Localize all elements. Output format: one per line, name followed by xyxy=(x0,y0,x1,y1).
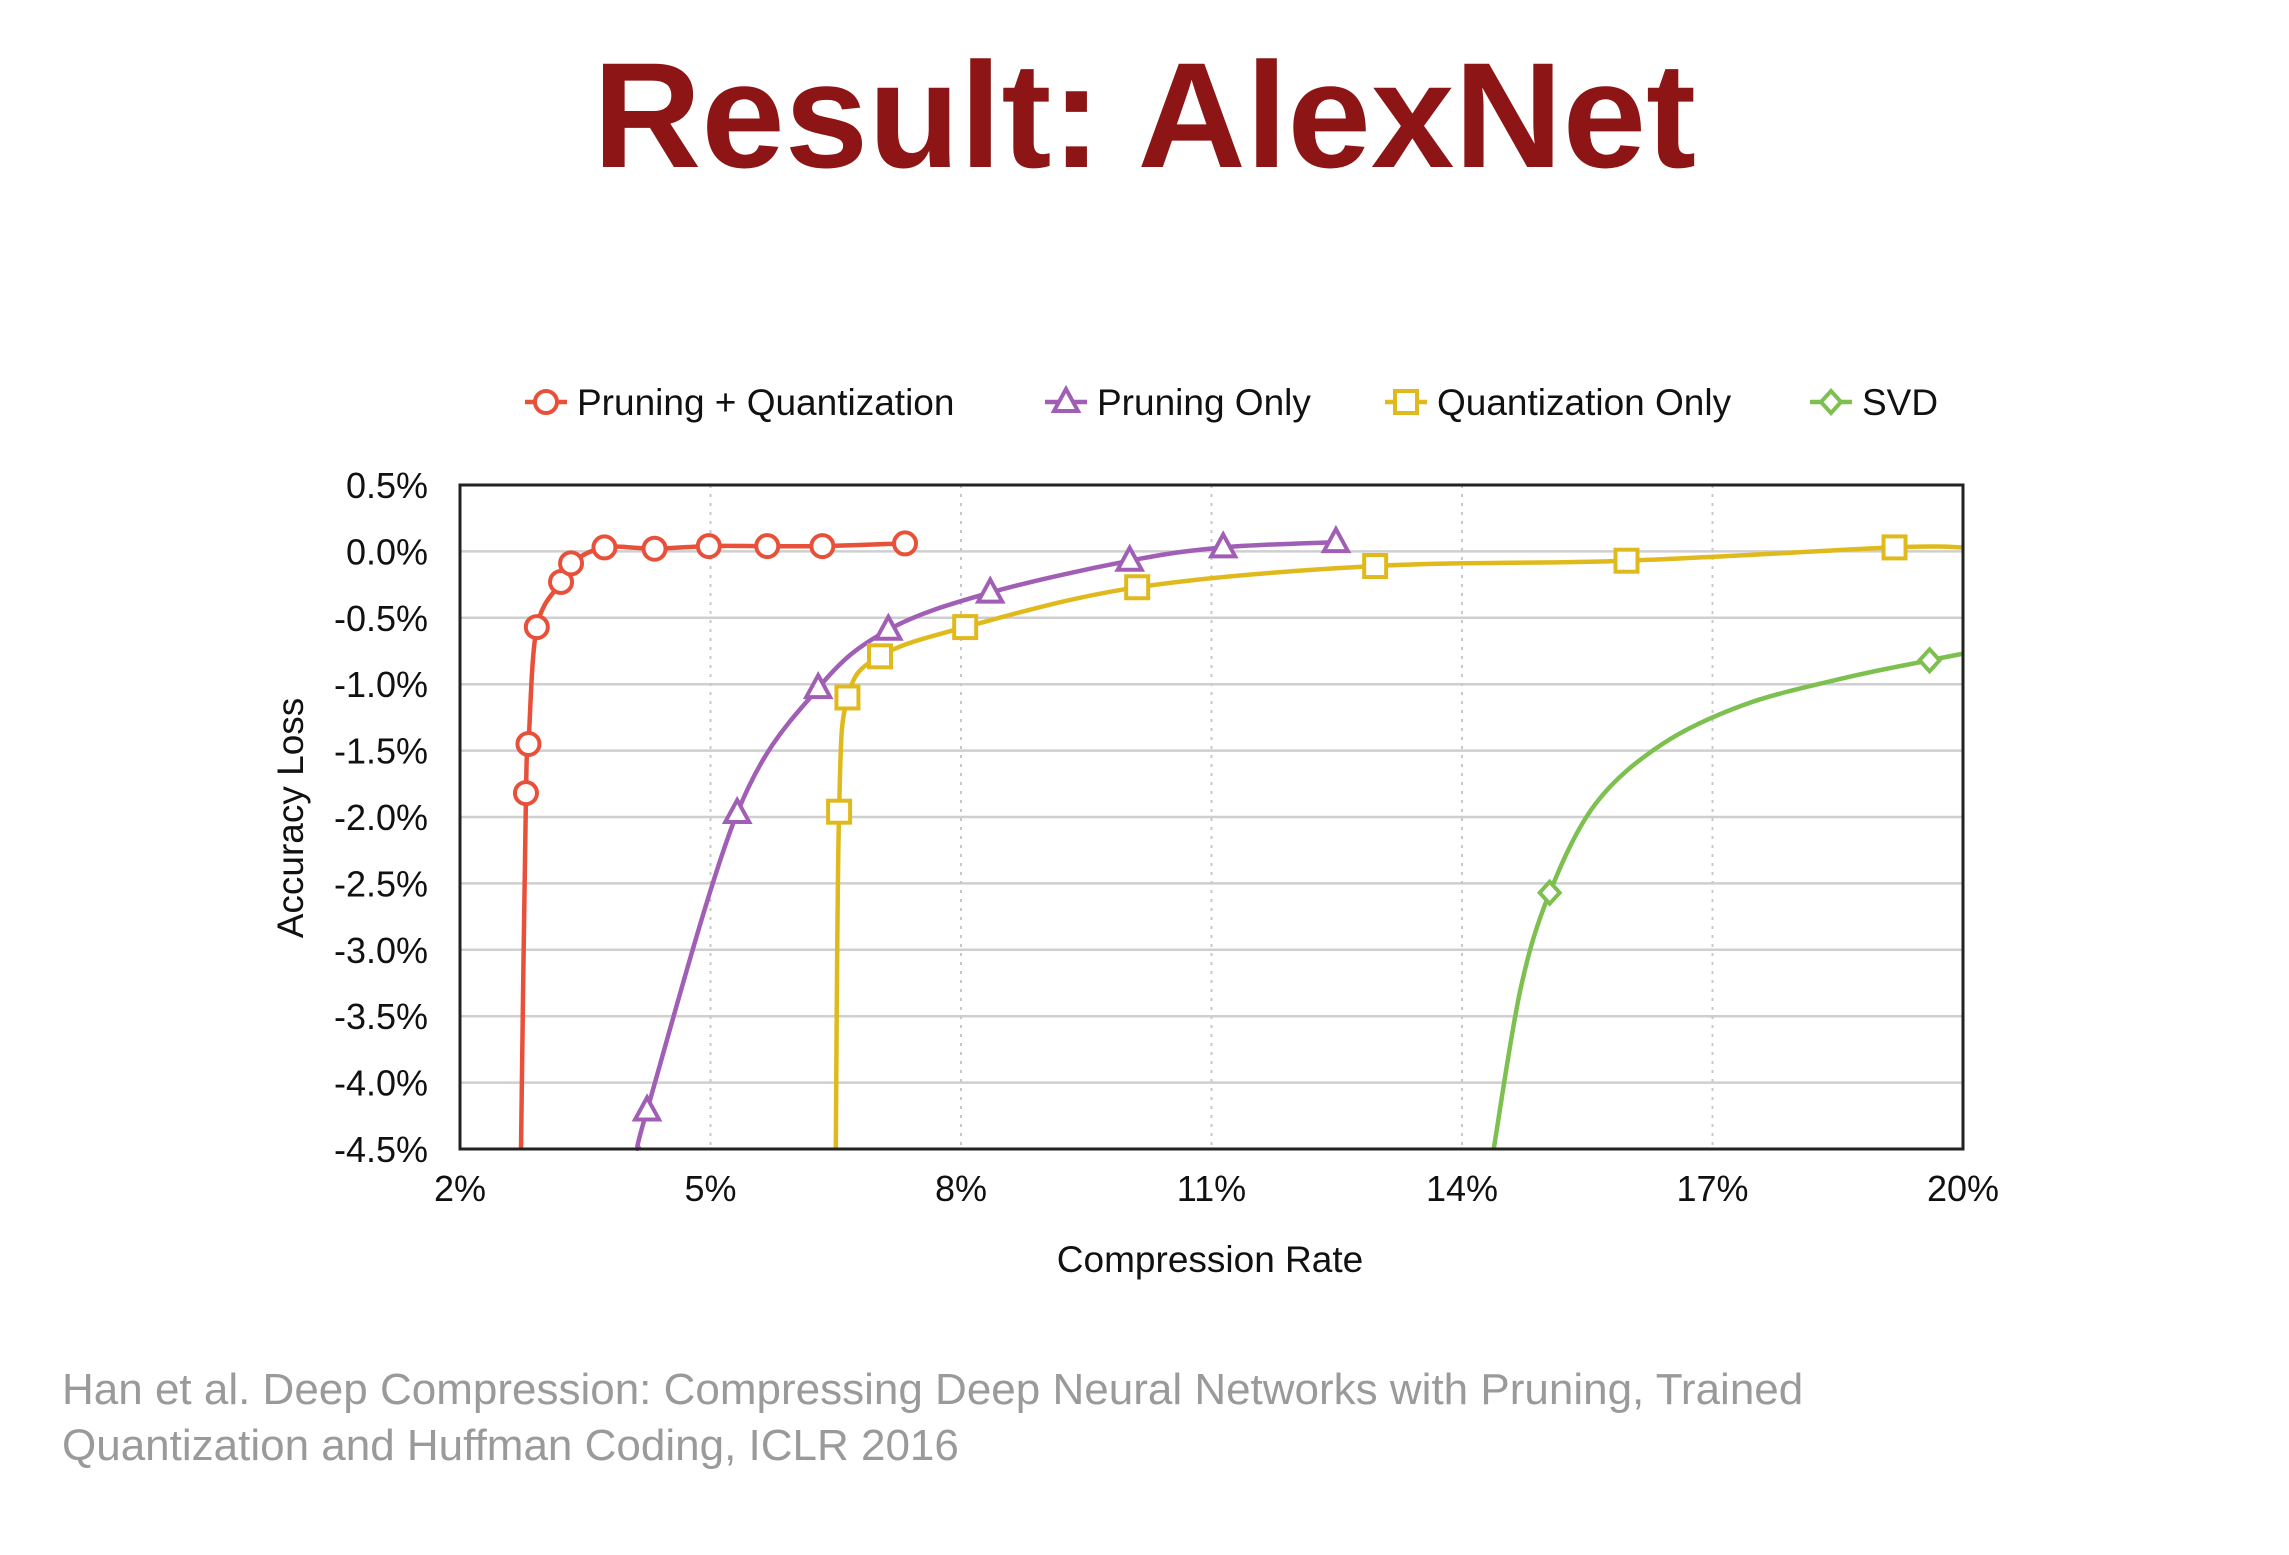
data-point-pruning-only xyxy=(1207,530,1239,559)
legend-swatch-marker xyxy=(533,389,559,415)
data-point-pruning-quantization xyxy=(641,535,668,562)
data-point-pruning-only xyxy=(974,575,1006,604)
legend: Pruning + Quantization Pruning Only Quanti… xyxy=(525,382,1938,423)
data-point-pruning-quantization xyxy=(515,730,542,757)
data-point-pruning-only xyxy=(631,1093,663,1122)
data-point-svd xyxy=(1536,878,1563,907)
legend-label: Quantization Only xyxy=(1437,382,1732,423)
citation-line-2: Quantization and Huffman Coding, ICLR 20… xyxy=(62,1421,959,1470)
data-point-quantization-only xyxy=(867,643,894,670)
x-axis-label: Compression Rate xyxy=(1057,1239,1363,1280)
series-line-pruning-only xyxy=(634,539,1337,1152)
series-line-svd xyxy=(1491,651,1964,1150)
data-point-quantization-only xyxy=(1613,547,1640,574)
x-tick-label: 8% xyxy=(935,1168,987,1209)
grid xyxy=(459,483,1964,1151)
legend-item-pruning-quantization: Pruning + Quantization xyxy=(525,382,954,423)
data-point-quantization-only xyxy=(1881,534,1908,561)
y-axis-ticks: 0.5% 0.0% -0.5% -1.0% -1.5% -2.0% -2.5% -3.0% -3… xyxy=(334,465,428,1170)
x-tick-label: 20% xyxy=(1927,1168,1999,1209)
series-line-pruning-quantization xyxy=(518,541,906,1150)
y-tick-label: -4.0% xyxy=(334,1063,428,1104)
data-point-pruning-quantization xyxy=(754,533,781,560)
y-tick-label: -2.5% xyxy=(334,863,428,904)
citation: Han et al. Deep Compression: Compressing… xyxy=(62,1362,2062,1474)
legend-label: Pruning + Quantization xyxy=(577,382,954,423)
plot-frame xyxy=(458,483,1965,1151)
data-point-pruning-quantization xyxy=(558,550,585,577)
series-lines xyxy=(518,539,1964,1152)
data-point-quantization-only xyxy=(834,684,861,711)
data-point-quantization-only xyxy=(952,614,979,641)
y-tick-label: 0.0% xyxy=(346,531,428,572)
y-tick-label: -0.5% xyxy=(334,598,428,639)
x-tick-label: 14% xyxy=(1426,1168,1498,1209)
data-point-pruning-quantization xyxy=(591,534,618,561)
data-point-pruning-only xyxy=(802,671,834,700)
series-markers xyxy=(512,524,1943,1122)
data-point-pruning-quantization xyxy=(809,533,836,560)
y-tick-label: -2.0% xyxy=(334,797,428,838)
data-point-quantization-only xyxy=(1124,574,1151,601)
legend-item-svd: SVD xyxy=(1810,382,1938,423)
x-tick-label: 11% xyxy=(1177,1168,1246,1209)
data-point-pruning-only xyxy=(872,612,904,641)
x-tick-label: 5% xyxy=(684,1168,736,1209)
y-tick-label: -4.5% xyxy=(334,1129,428,1170)
legend-item-quantization-only: Quantization Only xyxy=(1385,382,1732,423)
y-tick-label: -1.5% xyxy=(334,731,428,772)
legend-item-pruning-only: Pruning Only xyxy=(1045,382,1311,423)
y-tick-label: -3.5% xyxy=(334,996,428,1037)
legend-label: Pruning Only xyxy=(1097,382,1311,423)
data-point-pruning-quantization xyxy=(695,533,722,560)
legend-swatch-marker xyxy=(1818,388,1844,416)
slide-title: Result: AlexNet xyxy=(592,31,1697,199)
y-axis-label: Accuracy Loss xyxy=(270,698,311,939)
data-point-pruning-only xyxy=(721,795,753,825)
data-point-quantization-only xyxy=(1362,553,1389,580)
legend-label: SVD xyxy=(1862,382,1938,423)
data-point-pruning-quantization xyxy=(512,780,539,807)
data-point-pruning-only xyxy=(1320,524,1352,554)
legend-swatch-marker xyxy=(1393,389,1419,415)
citation-line-1: Han et al. Deep Compression: Compressing… xyxy=(62,1365,1804,1414)
data-point-pruning-quantization xyxy=(523,614,550,641)
data-point-pruning-quantization xyxy=(892,530,919,557)
data-point-svd xyxy=(1916,646,1943,675)
y-tick-label: -1.0% xyxy=(334,664,428,705)
x-tick-label: 17% xyxy=(1676,1168,1748,1209)
x-axis-ticks: 2% 5% 8% 11% 14% 17% 20% xyxy=(434,1168,1999,1209)
y-tick-label: 0.5% xyxy=(346,465,428,506)
legend-swatch-marker xyxy=(1050,384,1082,413)
data-point-quantization-only xyxy=(826,798,853,825)
series-line-quantization-only xyxy=(833,544,1964,1150)
x-tick-label: 2% xyxy=(434,1168,486,1209)
y-tick-label: -3.0% xyxy=(334,930,428,971)
data-point-pruning-only xyxy=(1114,543,1146,572)
